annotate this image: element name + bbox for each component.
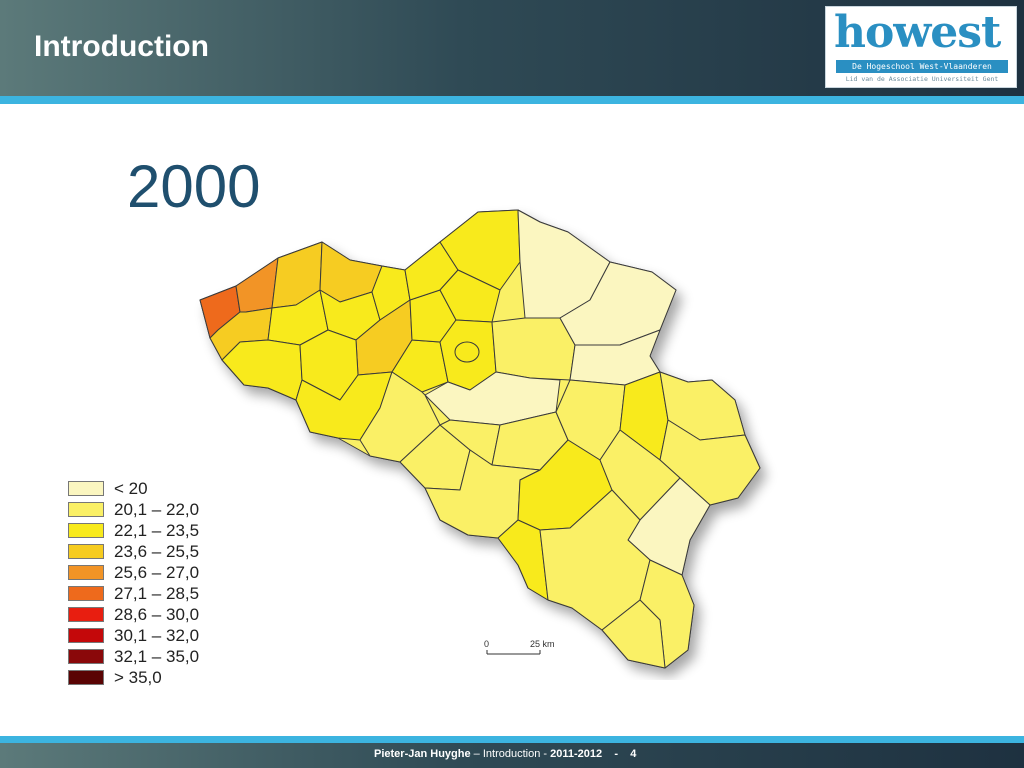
- legend-swatch: [68, 586, 104, 601]
- region-virton: [601, 599, 666, 669]
- howest-logo: howest De Hogeschool West-Vlaanderen Lid…: [825, 6, 1017, 88]
- legend-swatch: [68, 523, 104, 538]
- legend-label: 27,1 – 28,5: [114, 583, 200, 603]
- region-mechelen: [439, 269, 501, 323]
- legend-label: 22,1 – 23,5: [114, 520, 200, 540]
- legend-item: 22,1 – 23,5: [68, 520, 199, 541]
- legend-label: 30,1 – 32,0: [114, 625, 200, 645]
- slide-footer: Pieter-Jan Huyghe – Introduction - 2011-…: [0, 743, 1024, 768]
- year-heading: 2000: [127, 153, 261, 220]
- header-accent-stripe: [0, 96, 1024, 104]
- belgium-choropleth-map: 0 25 km: [199, 209, 761, 669]
- footer-course: Introduction: [482, 748, 541, 760]
- legend-item: < 20: [68, 478, 199, 499]
- legend-label: 28,6 – 30,0: [114, 604, 200, 624]
- legend-swatch: [68, 607, 104, 622]
- footer-dash: –: [473, 748, 480, 760]
- legend-swatch: [68, 565, 104, 580]
- logo-subline: Lid van de Associatie Universiteit Gent: [845, 75, 999, 83]
- legend-item: 23,6 – 25,5: [68, 541, 199, 562]
- legend-item: 28,6 – 30,0: [68, 604, 199, 625]
- legend-label: < 20: [114, 478, 148, 498]
- footer-separator-2: -: [614, 748, 619, 760]
- logo-tagline: De Hogeschool West-Vlaanderen: [836, 60, 1008, 73]
- footer-page-number: 4: [630, 748, 637, 760]
- footer-year: 2011-2012: [550, 748, 603, 760]
- region-diksmuide: [235, 257, 279, 313]
- legend-item: 27,1 – 28,5: [68, 583, 199, 604]
- legend-swatch: [68, 481, 104, 496]
- legend-item: 30,1 – 32,0: [68, 625, 199, 646]
- legend-swatch: [68, 502, 104, 517]
- legend-swatch: [68, 628, 104, 643]
- legend-swatch: [68, 649, 104, 664]
- legend-label: 20,1 – 22,0: [114, 499, 200, 519]
- map-legend: < 20 20,1 – 22,0 22,1 – 23,5 23,6 – 25,5 25,…: [68, 478, 199, 688]
- scale-bar-end-label: 25 km: [530, 639, 555, 649]
- scale-bar: [486, 650, 541, 655]
- scale-bar-start-label: 0: [484, 639, 489, 649]
- legend-item: 20,1 – 22,0: [68, 499, 199, 520]
- legend-label: 32,1 – 35,0: [114, 646, 200, 666]
- slide-title: Introduction: [34, 30, 209, 63]
- slide-header: Introduction howest De Hogeschool West-V…: [0, 0, 1024, 96]
- footer-author: Pieter-Jan Huyghe: [374, 748, 471, 760]
- legend-item: 25,6 – 27,0: [68, 562, 199, 583]
- legend-swatch: [68, 544, 104, 559]
- region-leuven: [491, 317, 576, 381]
- logo-wordmark: howest: [834, 7, 1001, 58]
- legend-item: 32,1 – 35,0: [68, 646, 199, 667]
- legend-swatch: [68, 670, 104, 685]
- legend-label: > 35,0: [114, 667, 162, 687]
- footer-text: Pieter-Jan Huyghe – Introduction - 2011-…: [374, 748, 636, 760]
- legend-label: 23,6 – 25,5: [114, 541, 200, 561]
- region-brussels: [454, 341, 480, 363]
- footer-accent-stripe: [0, 736, 1024, 743]
- region-kortrijk: [221, 339, 303, 401]
- footer-separator: -: [543, 748, 548, 760]
- legend-item: > 35,0: [68, 667, 199, 688]
- legend-label: 25,6 – 27,0: [114, 562, 200, 582]
